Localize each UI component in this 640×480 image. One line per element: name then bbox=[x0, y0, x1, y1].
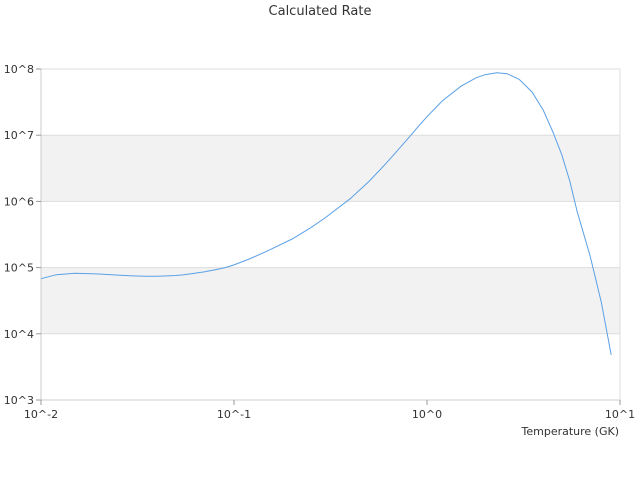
y-tick-label: 10^8 bbox=[4, 63, 34, 76]
x-tick-label: 10^1 bbox=[605, 408, 635, 421]
plot-background bbox=[41, 69, 620, 400]
y-tick-label: 10^6 bbox=[4, 195, 34, 208]
grid-band bbox=[41, 135, 620, 202]
plot-series bbox=[40, 72, 612, 355]
grid-band bbox=[41, 267, 620, 334]
chart-title: Calculated Rate bbox=[268, 4, 372, 19]
x-tick-label: 10^-1 bbox=[217, 408, 251, 421]
x-axis-title: Temperature (GK) bbox=[521, 425, 620, 438]
series-line bbox=[40, 72, 612, 355]
plot-axes bbox=[36, 68, 621, 405]
plot-labels: 10^-2 10^-1 10^0 10^1 10^3 10^4 10^5 10^6 10^7 10… bbox=[4, 63, 635, 438]
plot-bands bbox=[41, 69, 620, 400]
y-tick-label: 10^7 bbox=[4, 129, 34, 142]
y-tick-label: 10^5 bbox=[4, 262, 34, 275]
x-tick-label: 10^0 bbox=[412, 408, 442, 421]
y-tick-label: 10^3 bbox=[4, 394, 34, 407]
y-tick-label: 10^4 bbox=[4, 328, 34, 341]
x-tick-label: 10^-2 bbox=[24, 408, 58, 421]
